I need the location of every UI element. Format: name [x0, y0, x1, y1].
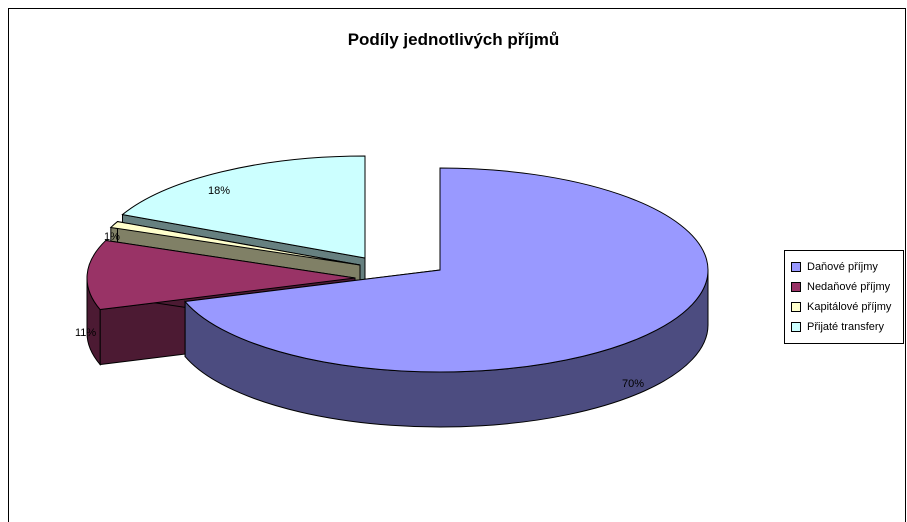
data-label-transfery: 18% — [208, 185, 231, 197]
pie-slice-danove — [184, 167, 709, 373]
legend-swatch — [791, 282, 801, 292]
legend-label: Přijaté transfery — [807, 321, 885, 333]
legend-item-kapitalove: Kapitálové příjmy — [791, 297, 903, 317]
legend-label: Daňové příjmy — [807, 261, 878, 273]
pie-slice-nedanove — [86, 239, 356, 311]
legend-swatch — [791, 262, 801, 272]
pie-slice-transfery — [121, 155, 366, 259]
legend-label: Nedaňové příjmy — [807, 281, 891, 293]
legend-item-nedanove: Nedaňové příjmy — [791, 277, 903, 297]
chart-title: Podíly jednotlivých příjmů — [347, 30, 560, 49]
data-label-nedanove: 11% — [75, 327, 97, 339]
legend-label: Kapitálové příjmy — [807, 301, 892, 313]
legend-swatch — [791, 302, 801, 312]
pie-slice-kapitalove — [109, 221, 361, 266]
legend: Daňové příjmy Nedaňové příjmy Kapitálové… — [784, 250, 904, 344]
data-label-kapitalove: 1% — [104, 231, 120, 243]
legend-item-danove: Daňové příjmy — [791, 257, 903, 277]
legend-item-transfery: Přijaté transfery — [791, 317, 903, 337]
legend-swatch — [791, 322, 801, 332]
data-label-danove: 70% — [622, 378, 645, 390]
